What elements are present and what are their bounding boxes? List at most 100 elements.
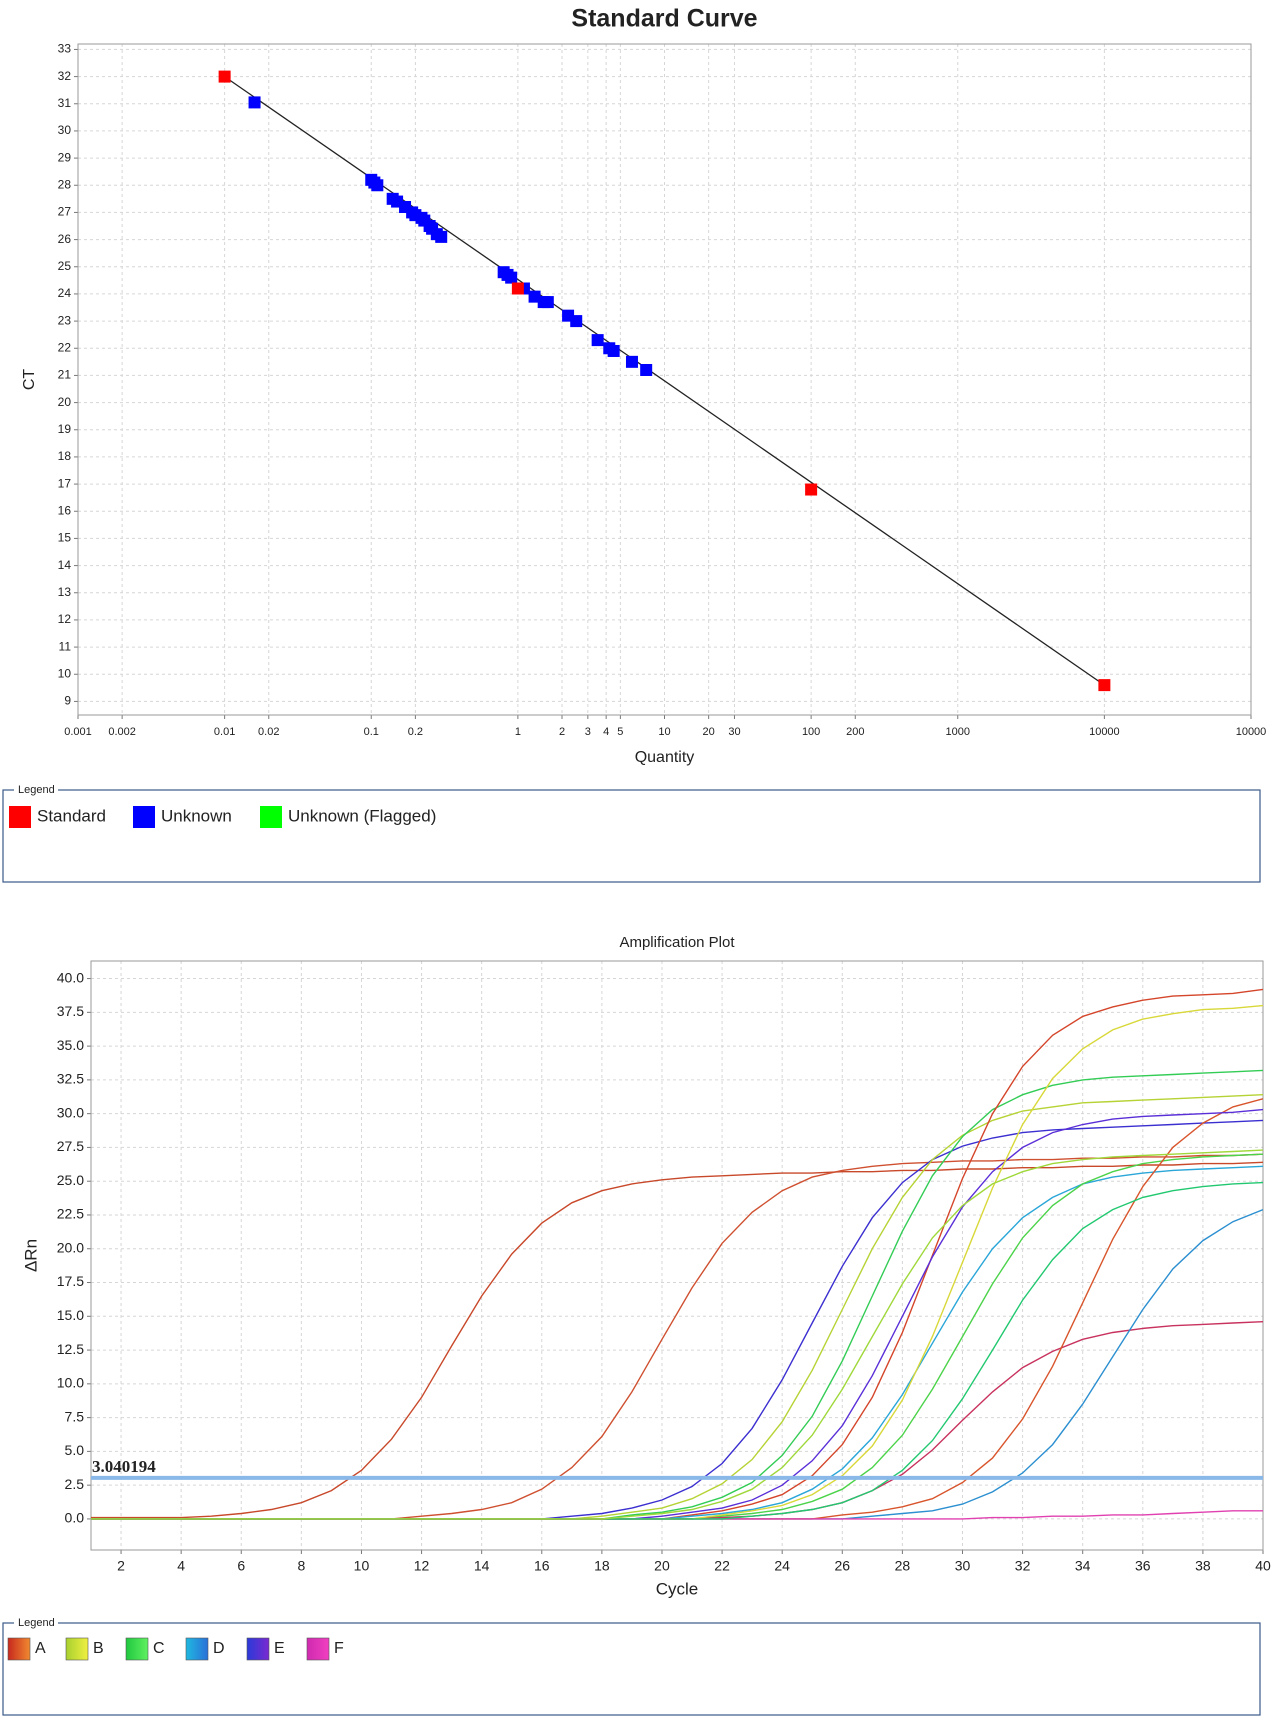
- amplification-curve: [91, 1153, 1263, 1520]
- x-axis-label: Cycle: [656, 1579, 699, 1598]
- legend-title: Legend: [18, 1617, 55, 1629]
- plot-frame: [77, 43, 1252, 716]
- data-point: [640, 363, 653, 376]
- threshold-label: 3.040194: [92, 1457, 156, 1476]
- x-axis-label: Quantity: [635, 749, 695, 766]
- y-tick-label: 13: [58, 585, 72, 599]
- amplification-curve: [91, 1153, 1263, 1520]
- legend-label: Unknown: [161, 806, 232, 825]
- legend-title-bg: [14, 1616, 58, 1630]
- y-tick-label: 22.5: [57, 1206, 84, 1222]
- x-tick-label: 200: [846, 726, 864, 738]
- data-point: [435, 230, 448, 243]
- y-tick-label: 11: [59, 639, 72, 653]
- y-tick-label: 35.0: [57, 1037, 84, 1053]
- y-tick-label: 16: [58, 503, 72, 517]
- y-tick-label: 15.0: [57, 1307, 84, 1323]
- legend-label: B: [93, 1640, 104, 1657]
- plot-frame: [90, 960, 1264, 1551]
- data-point: [805, 483, 818, 496]
- legend-label: F: [334, 1640, 344, 1657]
- x-tick-label: 14: [474, 1558, 490, 1574]
- data-point: [248, 96, 261, 109]
- y-tick-label: 19: [58, 422, 72, 436]
- x-tick-label: 4: [603, 726, 609, 738]
- x-tick-label: 0.1: [364, 726, 379, 738]
- y-tick-label: 31: [58, 96, 72, 110]
- y-tick-label: 24: [58, 286, 72, 300]
- x-tick-label: 0.002: [108, 726, 136, 738]
- y-tick-label: 33: [58, 42, 72, 56]
- legend-swatch: [260, 806, 282, 828]
- legend-label: Standard: [37, 806, 106, 825]
- legend-label: C: [153, 1640, 165, 1657]
- y-tick-label: 12: [58, 612, 72, 626]
- x-tick-label: 5: [617, 726, 623, 738]
- x-tick-label: 10000: [1236, 726, 1267, 738]
- y-tick-label: 17: [58, 476, 72, 490]
- amplification-curve: [91, 988, 1263, 1520]
- x-tick-label: 24: [774, 1558, 790, 1574]
- x-tick-label: 2: [117, 1558, 125, 1574]
- data-point: [625, 355, 638, 368]
- amplification-curve: [91, 1119, 1263, 1520]
- x-tick-label: 0.01: [214, 726, 235, 738]
- y-tick-label: 30: [58, 123, 72, 137]
- amplification-curve: [91, 1149, 1263, 1520]
- plot-area: [90, 960, 1264, 1551]
- x-tick-label: 3: [585, 726, 591, 738]
- amplification-curve: [91, 1161, 1263, 1519]
- legend-swatch: [65, 1637, 89, 1661]
- data-point: [511, 282, 524, 295]
- y-tick-label: 20.0: [57, 1239, 84, 1255]
- x-tick-label: 0.2: [408, 726, 423, 738]
- y-tick-label: 10.0: [57, 1375, 84, 1391]
- y-tick-label: 27.5: [57, 1138, 84, 1154]
- data-point: [1098, 679, 1111, 692]
- data-point: [570, 315, 583, 328]
- data-point: [505, 271, 518, 284]
- legend-swatch: [125, 1637, 149, 1661]
- x-tick-label: 10000: [1089, 726, 1120, 738]
- x-tick-label: 16: [534, 1558, 550, 1574]
- amplification-curve: [91, 1098, 1263, 1520]
- y-tick-label: 2.5: [65, 1476, 85, 1492]
- y-tick-label: 25: [58, 259, 72, 273]
- x-tick-label: 36: [1135, 1558, 1151, 1574]
- legend-swatch: [133, 806, 155, 828]
- amplification-curve: [91, 1165, 1263, 1520]
- y-tick-label: 9: [64, 694, 71, 708]
- x-tick-label: 38: [1195, 1558, 1211, 1574]
- data-point: [528, 290, 541, 303]
- x-tick-label: 0.001: [64, 726, 92, 738]
- y-tick-label: 0.0: [65, 1510, 85, 1526]
- legend-label: Unknown (Flagged): [288, 806, 436, 825]
- x-tick-label: 1000: [946, 726, 970, 738]
- y-tick-label: 14: [58, 558, 72, 572]
- y-tick-label: 5.0: [65, 1442, 85, 1458]
- data-point: [591, 334, 604, 347]
- x-tick-label: 6: [237, 1558, 245, 1574]
- amplification-curve: [91, 1004, 1263, 1520]
- x-tick-label: 28: [895, 1558, 911, 1574]
- x-tick-label: 10: [354, 1558, 370, 1574]
- y-tick-label: 10: [58, 666, 72, 680]
- amplification-curve: [91, 1181, 1263, 1520]
- data-point: [607, 344, 620, 357]
- x-tick-label: 30: [955, 1558, 971, 1574]
- data-point: [218, 70, 231, 83]
- legend-swatch: [9, 806, 31, 828]
- legend-label: A: [35, 1640, 46, 1657]
- x-tick-label: 2: [559, 726, 565, 738]
- x-tick-label: 12: [414, 1558, 430, 1574]
- legend-box: [2, 1622, 1261, 1716]
- amplification-curve: [91, 1321, 1263, 1520]
- x-tick-label: 26: [834, 1558, 850, 1574]
- y-tick-label: 23: [58, 313, 72, 327]
- x-tick-label: 0.02: [258, 726, 279, 738]
- amplification-curve: [91, 1208, 1263, 1520]
- trendline: [224, 76, 1105, 686]
- x-tick-label: 10: [658, 726, 670, 738]
